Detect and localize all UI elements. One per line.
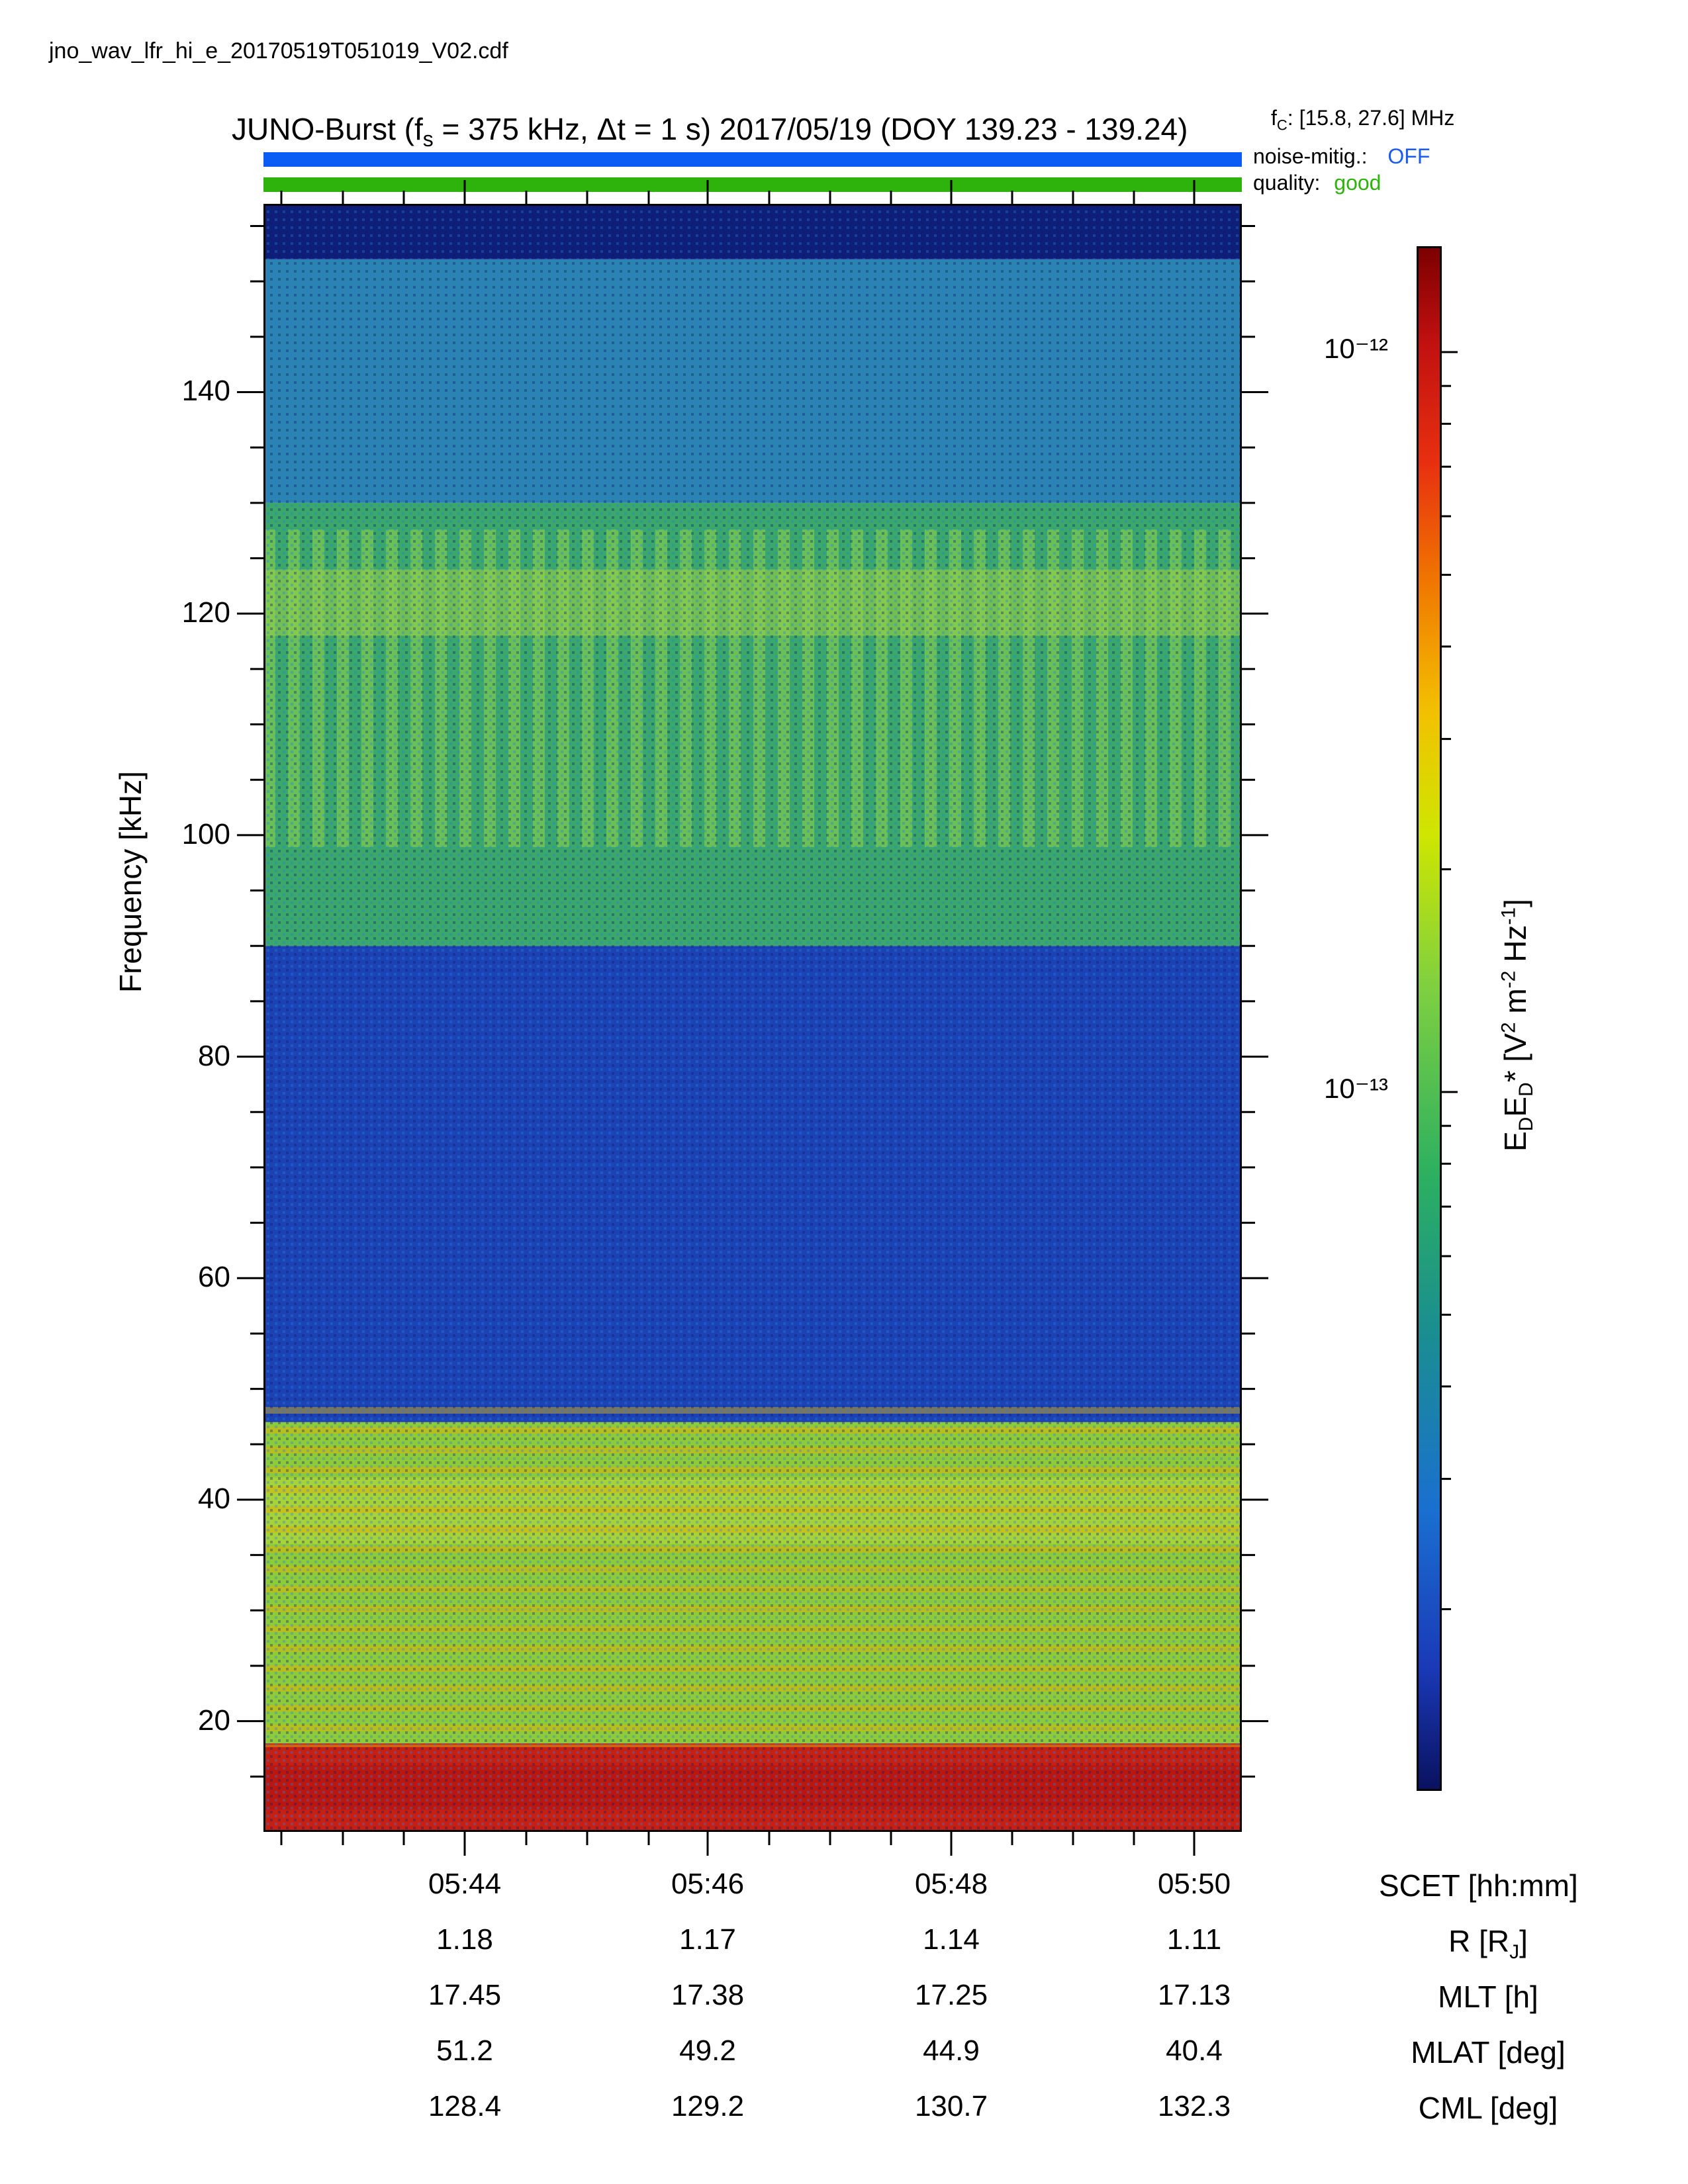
time-tick-label: 05:44 <box>428 1868 502 1900</box>
ephemeris-value: 1.18 <box>436 1923 493 1956</box>
time-tick-label: 05:50 <box>1157 1868 1231 1900</box>
quality-row: quality: good <box>1253 171 1381 195</box>
ephemeris-row-label: MLT [h] <box>1379 1979 1597 2015</box>
noise-mitigation-bar <box>263 152 1242 167</box>
ephemeris-row-label: R [RJ] <box>1379 1923 1597 1964</box>
fc-value: : [15.8, 27.6] MHz <box>1287 106 1455 130</box>
ephemeris-row-label-text: R [R <box>1448 1924 1510 1958</box>
fc-subscript: C <box>1276 116 1288 134</box>
ephemeris-row-label-text: MLT [h] <box>1438 1979 1538 2014</box>
quality-value: good <box>1334 171 1382 195</box>
ephemeris-value: 1.17 <box>679 1923 736 1956</box>
title-subscript: s <box>422 127 434 152</box>
y-tick-label: 80 <box>198 1039 230 1072</box>
ephemeris-value: 1.11 <box>1166 1923 1222 1956</box>
colorbar <box>1417 246 1442 1791</box>
ephemeris-value: 49.2 <box>679 2034 736 2067</box>
ephemeris-row-label-text: MLAT [deg] <box>1411 2035 1566 2070</box>
title-suffix: = 375 kHz, Δt = 1 s) 2017/05/19 (DOY 139… <box>433 112 1188 146</box>
y-tick-label: 60 <box>198 1261 230 1294</box>
y-tick-label: 40 <box>198 1482 230 1515</box>
time-tick-label: 05:46 <box>671 1868 745 1900</box>
ephemeris-value: 51.2 <box>436 2034 493 2067</box>
ephemeris-value: 129.2 <box>671 2090 745 2122</box>
ephemeris-value: 17.38 <box>671 1979 745 2011</box>
noise-value: OFF <box>1387 144 1430 168</box>
plot-frame <box>263 204 1242 1832</box>
ephemeris-value: 17.25 <box>914 1979 988 2011</box>
ephemeris-row-label-text: CML [deg] <box>1418 2091 1558 2125</box>
colorbar-tick-label: 10⁻¹³ <box>1324 1073 1388 1104</box>
scet-label: SCET [hh:mm] <box>1379 1868 1578 1903</box>
ephemeris-value: 44.9 <box>923 2034 980 2067</box>
colorbar-title: EDED* [V2 m-2 Hz-1] <box>1497 899 1538 1152</box>
quality-bar <box>263 177 1242 192</box>
quality-label: quality: <box>1253 171 1321 195</box>
ephemeris-value: 40.4 <box>1166 2034 1223 2067</box>
y-tick-label: 120 <box>181 596 230 629</box>
time-tick-label: 05:48 <box>914 1868 988 1900</box>
spectrogram-overlays <box>263 204 1242 1832</box>
ephemeris-value: 1.14 <box>923 1923 980 1956</box>
ephemeris-value: 17.13 <box>1157 1979 1231 2011</box>
y-axis-label: Frequency [kHz] <box>113 771 148 993</box>
plot-title: JUNO-Burst (fs = 375 kHz, Δt = 1 s) 2017… <box>232 111 1188 152</box>
file-name: jno_wav_lfr_hi_e_20170519T051019_V02.cdf <box>49 38 508 64</box>
colorbar-ticks <box>1442 351 1458 1610</box>
y-tick-label: 20 <box>198 1704 230 1737</box>
fc-range: fC: [15.8, 27.6] MHz <box>1271 106 1454 134</box>
ephemeris-value: 130.7 <box>914 2090 988 2122</box>
x-axis-ticks <box>280 180 1196 1856</box>
ephemeris-value: 132.3 <box>1157 2090 1231 2122</box>
colorbar-tick-label: 10⁻¹² <box>1324 333 1388 364</box>
y-tick-label: 100 <box>181 817 230 850</box>
noise-label: noise-mitig.: <box>1253 144 1368 168</box>
ephemeris-row-label: CML [deg] <box>1379 2090 1597 2126</box>
y-tick-label: 140 <box>181 375 230 408</box>
ephemeris-value: 128.4 <box>428 2090 502 2122</box>
fc-prefix: f <box>1271 106 1277 130</box>
ephemeris-value: 17.45 <box>428 1979 502 2011</box>
noise-mitigation-row: noise-mitig.: OFF <box>1253 144 1430 169</box>
title-prefix: JUNO-Burst (f <box>232 112 423 146</box>
ephemeris-row-label-end: ] <box>1519 1924 1528 1958</box>
ephemeris-row-label: MLAT [deg] <box>1379 2034 1597 2070</box>
y-axis-ticks <box>237 224 1268 1778</box>
ephemeris-row-label-sub: J <box>1509 1941 1520 1964</box>
